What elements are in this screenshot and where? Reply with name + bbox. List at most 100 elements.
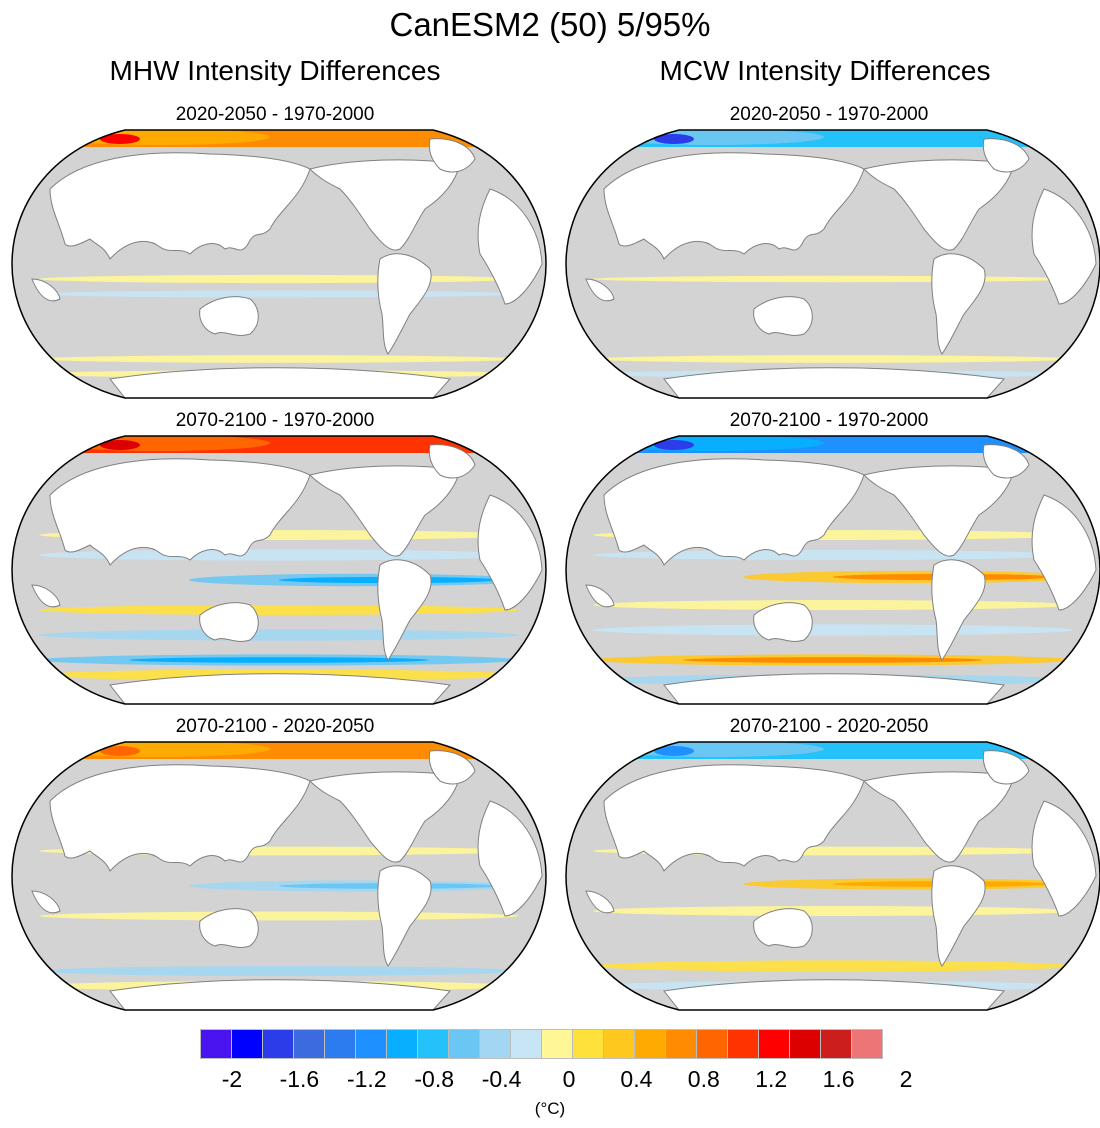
anomaly-band: [593, 275, 1073, 283]
land-mass: [377, 865, 432, 967]
land-mass: [1031, 800, 1097, 917]
colorbar-swatch: [200, 1029, 232, 1059]
map-outline: [565, 129, 1100, 399]
land-mass: [931, 559, 986, 661]
land-mass: [863, 159, 1015, 251]
panel-title: 2070-2100 - 2020-2050: [729, 716, 929, 737]
anomaly-band: [39, 966, 519, 976]
colorbar-swatch: [479, 1029, 511, 1059]
anomaly-band: [593, 624, 1073, 636]
map-panel-mcw-far: [565, 435, 1100, 705]
anomaly-core: [129, 657, 429, 663]
land-mass: [585, 278, 615, 302]
land-mass: [603, 152, 865, 260]
arctic-anomaly: [50, 130, 270, 145]
arctic-anomaly: [566, 130, 1100, 147]
colorbar-swatch: [727, 1029, 759, 1059]
land-mass: [863, 771, 1015, 863]
arctic-anomaly: [654, 746, 694, 756]
map-outline: [11, 741, 547, 1011]
colorbar-swatch: [820, 1029, 852, 1059]
arctic-anomaly: [604, 130, 824, 145]
land-mass: [863, 465, 1015, 557]
colorbar-swatch: [355, 1029, 387, 1059]
land-mass: [31, 890, 61, 914]
colorbar-swatch: [262, 1029, 294, 1059]
land-mass: [982, 138, 1030, 173]
land-mass: [377, 253, 432, 355]
colorbar-unit: (°C): [534, 1099, 566, 1118]
panel-title: 2020-2050 - 1970-2000: [175, 104, 375, 125]
land-mass: [663, 979, 1006, 1010]
land-mass: [428, 138, 476, 173]
arctic-anomaly: [604, 742, 824, 757]
land-mass: [31, 584, 61, 608]
map-outline: [565, 741, 1100, 1011]
arctic-anomaly: [604, 436, 824, 451]
anomaly-band: [39, 274, 519, 284]
arctic-anomaly: [50, 436, 270, 451]
land-mass: [753, 908, 813, 948]
map-outline: [11, 129, 547, 399]
anomaly-band: [39, 605, 519, 615]
land-mass: [109, 979, 452, 1010]
land-mass: [931, 865, 986, 967]
map-panel-mhw-near: [11, 129, 547, 399]
land-mass: [585, 890, 615, 914]
colorbar-swatch: [634, 1029, 666, 1059]
colorbar-swatch: [417, 1029, 449, 1059]
arctic-anomaly: [100, 746, 140, 756]
land-mass: [477, 800, 543, 917]
anomaly-band: [593, 906, 1073, 916]
land-mass: [309, 771, 461, 863]
colorbar-ticks: -2 -1.6 -1.2 -0.8 -0.4 0 0.4 0.8 1.2 1.6 2: [0, 1066, 1100, 1096]
colorbar-tick-label: -1.6: [279, 1066, 320, 1092]
land-mass: [982, 750, 1030, 785]
panel-title: 2070-2100 - 2020-2050: [175, 716, 375, 737]
panel-title: 2020-2050 - 1970-2000: [729, 104, 929, 125]
arctic-anomaly: [566, 742, 1100, 759]
land-mass: [49, 152, 311, 260]
map-panel-mhw-far: [11, 435, 547, 705]
arctic-anomaly: [654, 440, 694, 450]
colorbar-swatch: [386, 1029, 418, 1059]
map-outline: [565, 435, 1100, 705]
land-mass: [477, 188, 543, 305]
land-mass: [49, 764, 311, 872]
land-mass: [585, 584, 615, 608]
map-panel-mhw-diff: [11, 741, 547, 1011]
colorbar-swatch: [789, 1029, 821, 1059]
arctic-anomaly: [12, 436, 546, 453]
land-mass: [309, 159, 461, 251]
map-panel-mcw-near: [565, 129, 1100, 399]
land-mass: [199, 296, 259, 336]
land-mass: [603, 764, 865, 872]
colorbar-swatch: [510, 1029, 542, 1059]
arctic-anomaly: [50, 742, 270, 757]
land-mass: [982, 444, 1030, 479]
colorbar-swatch: [324, 1029, 356, 1059]
anomaly-core: [683, 657, 983, 663]
land-mass: [1031, 494, 1097, 611]
land-mass: [109, 367, 452, 398]
colorbar-swatch: [696, 1029, 728, 1059]
land-mass: [603, 458, 865, 566]
land-mass: [477, 494, 543, 611]
arctic-anomaly: [654, 134, 694, 144]
colorbar-swatch: [293, 1029, 325, 1059]
colorbar-tick-label: -1.2: [346, 1066, 387, 1092]
arctic-anomaly: [566, 436, 1100, 453]
column-title-mcw: MCW Intensity Differences: [659, 55, 991, 86]
land-mass: [49, 458, 311, 566]
colorbar: [200, 1029, 883, 1059]
land-mass: [109, 673, 452, 704]
arctic-anomaly: [100, 440, 140, 450]
anomaly-band: [39, 629, 519, 641]
colorbar-tick-label: 0: [562, 1066, 576, 1092]
colorbar-swatch: [851, 1029, 883, 1059]
colorbar-tick-label: -2: [221, 1066, 243, 1092]
arctic-anomaly: [12, 742, 546, 759]
colorbar-swatch: [758, 1029, 790, 1059]
land-mass: [931, 253, 986, 355]
colorbar-swatch: [572, 1029, 604, 1059]
